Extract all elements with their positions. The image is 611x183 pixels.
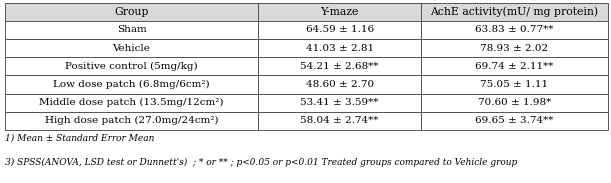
- Bar: [421, 75, 608, 94]
- Bar: [421, 94, 608, 112]
- Text: Positive control (5mg/kg): Positive control (5mg/kg): [65, 62, 198, 71]
- Bar: [5, 94, 258, 112]
- Text: 69.65 ± 3.74**: 69.65 ± 3.74**: [475, 116, 554, 125]
- Text: Middle dose patch (13.5mg/12cm²): Middle dose patch (13.5mg/12cm²): [39, 98, 224, 107]
- Bar: [5, 39, 258, 57]
- Bar: [258, 112, 421, 130]
- Bar: [421, 21, 608, 39]
- Text: 64.59 ± 1.16: 64.59 ± 1.16: [306, 25, 374, 35]
- Text: 54.21 ± 2.68**: 54.21 ± 2.68**: [301, 62, 379, 71]
- Bar: [5, 57, 258, 75]
- Text: 53.41 ± 3.59**: 53.41 ± 3.59**: [301, 98, 379, 107]
- Text: High dose patch (27.0mg/24cm²): High dose patch (27.0mg/24cm²): [45, 116, 218, 125]
- Text: 70.60 ± 1.98*: 70.60 ± 1.98*: [478, 98, 551, 107]
- Text: 58.04 ± 2.74**: 58.04 ± 2.74**: [301, 116, 379, 125]
- Text: 75.05 ± 1.11: 75.05 ± 1.11: [480, 80, 549, 89]
- Text: Group: Group: [114, 7, 149, 17]
- Bar: [258, 39, 421, 57]
- Bar: [5, 112, 258, 130]
- Bar: [258, 94, 421, 112]
- Text: 1) Mean ± Standard Error Mean: 1) Mean ± Standard Error Mean: [5, 134, 154, 143]
- Bar: [5, 21, 258, 39]
- Text: Low dose patch (6.8mg/6cm²): Low dose patch (6.8mg/6cm²): [53, 80, 210, 89]
- Text: 41.03 ± 2.81: 41.03 ± 2.81: [306, 44, 374, 53]
- Text: 63.83 ± 0.77**: 63.83 ± 0.77**: [475, 25, 554, 35]
- Text: 3) SPSS(ANOVA, LSD test or Dunnett's)  ; * or ** ; p<0.05 or p<0.01 Treated grou: 3) SPSS(ANOVA, LSD test or Dunnett's) ; …: [5, 157, 517, 167]
- Bar: [258, 75, 421, 94]
- Bar: [421, 3, 608, 21]
- Bar: [258, 57, 421, 75]
- Bar: [421, 57, 608, 75]
- Text: AchE activity(mU/ mg protein): AchE activity(mU/ mg protein): [430, 7, 599, 17]
- Text: 69.74 ± 2.11**: 69.74 ± 2.11**: [475, 62, 554, 71]
- Text: Vehicle: Vehicle: [112, 44, 150, 53]
- Text: 48.60 ± 2.70: 48.60 ± 2.70: [306, 80, 374, 89]
- Text: Sham: Sham: [117, 25, 147, 35]
- Bar: [421, 39, 608, 57]
- Bar: [5, 75, 258, 94]
- Bar: [5, 3, 258, 21]
- Text: 78.93 ± 2.02: 78.93 ± 2.02: [480, 44, 549, 53]
- Bar: [258, 3, 421, 21]
- Text: Y-maze: Y-maze: [320, 7, 359, 17]
- Bar: [421, 112, 608, 130]
- Bar: [258, 21, 421, 39]
